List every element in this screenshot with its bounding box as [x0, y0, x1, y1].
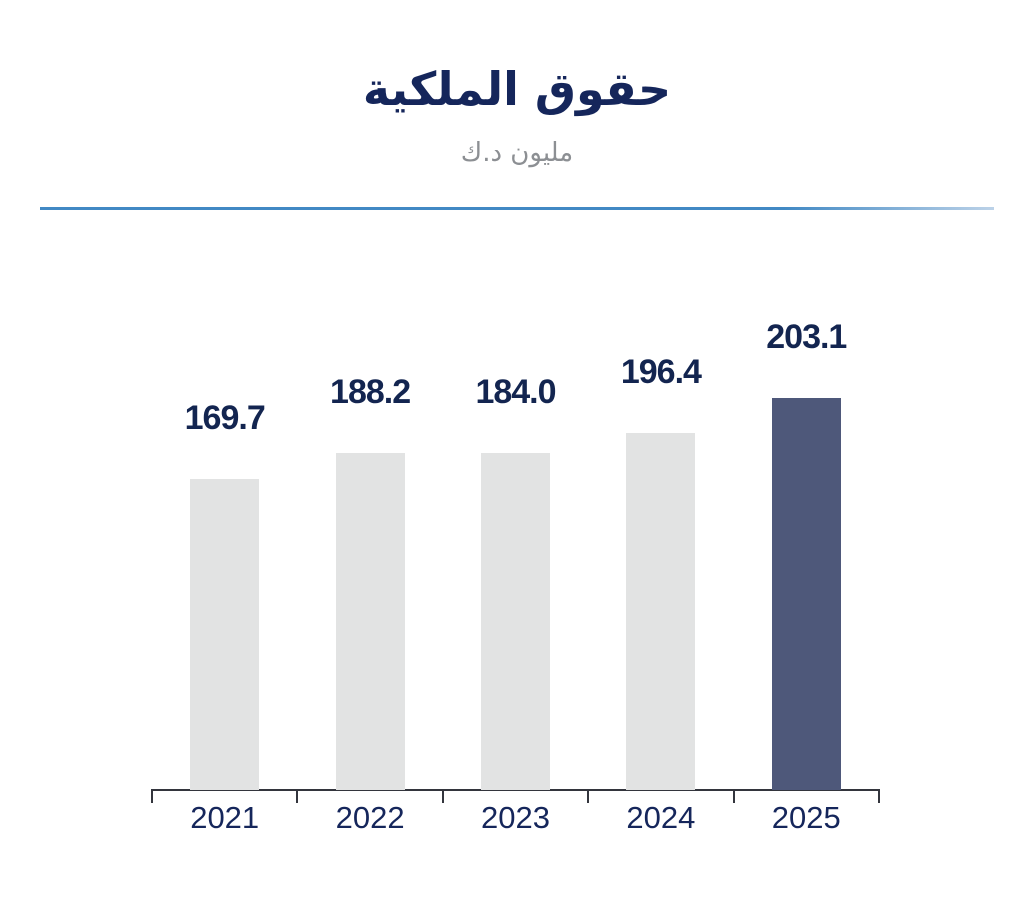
x-axis-tick: [441, 789, 444, 803]
x-tick-label-2022: 2022: [335, 800, 405, 835]
chart-title: حقوق الملكية: [362, 62, 672, 116]
bar-2024: [626, 433, 696, 790]
x-tick-label-2024: 2024: [626, 800, 696, 835]
bar-2025: [771, 398, 841, 790]
chart-subtitle: مليون د.ك: [460, 138, 574, 168]
x-axis-line: [152, 789, 879, 791]
bar-value-label-2021: 169.7: [184, 399, 266, 437]
x-tick-label-2023: 2023: [481, 800, 550, 835]
header-divider: [40, 207, 994, 210]
x-axis-tick: [587, 789, 590, 803]
x-tick-label-2021: 2021: [190, 800, 260, 835]
bar-2023: [481, 453, 550, 790]
bar-2022: [335, 453, 405, 790]
bar-value-label-2023: 184.0: [475, 373, 556, 411]
bar-value-label-2024: 196.4: [620, 353, 702, 391]
x-axis-tick: [296, 789, 299, 803]
x-axis-tick: [151, 789, 153, 803]
bar-value-label-2022: 188.2: [330, 373, 411, 411]
x-tick-label-2025: 2025: [771, 800, 841, 835]
bar-2021: [190, 479, 260, 790]
x-axis-tick: [878, 789, 880, 803]
x-axis-tick: [732, 789, 735, 803]
bar-value-label-2025: 203.1: [766, 318, 847, 356]
